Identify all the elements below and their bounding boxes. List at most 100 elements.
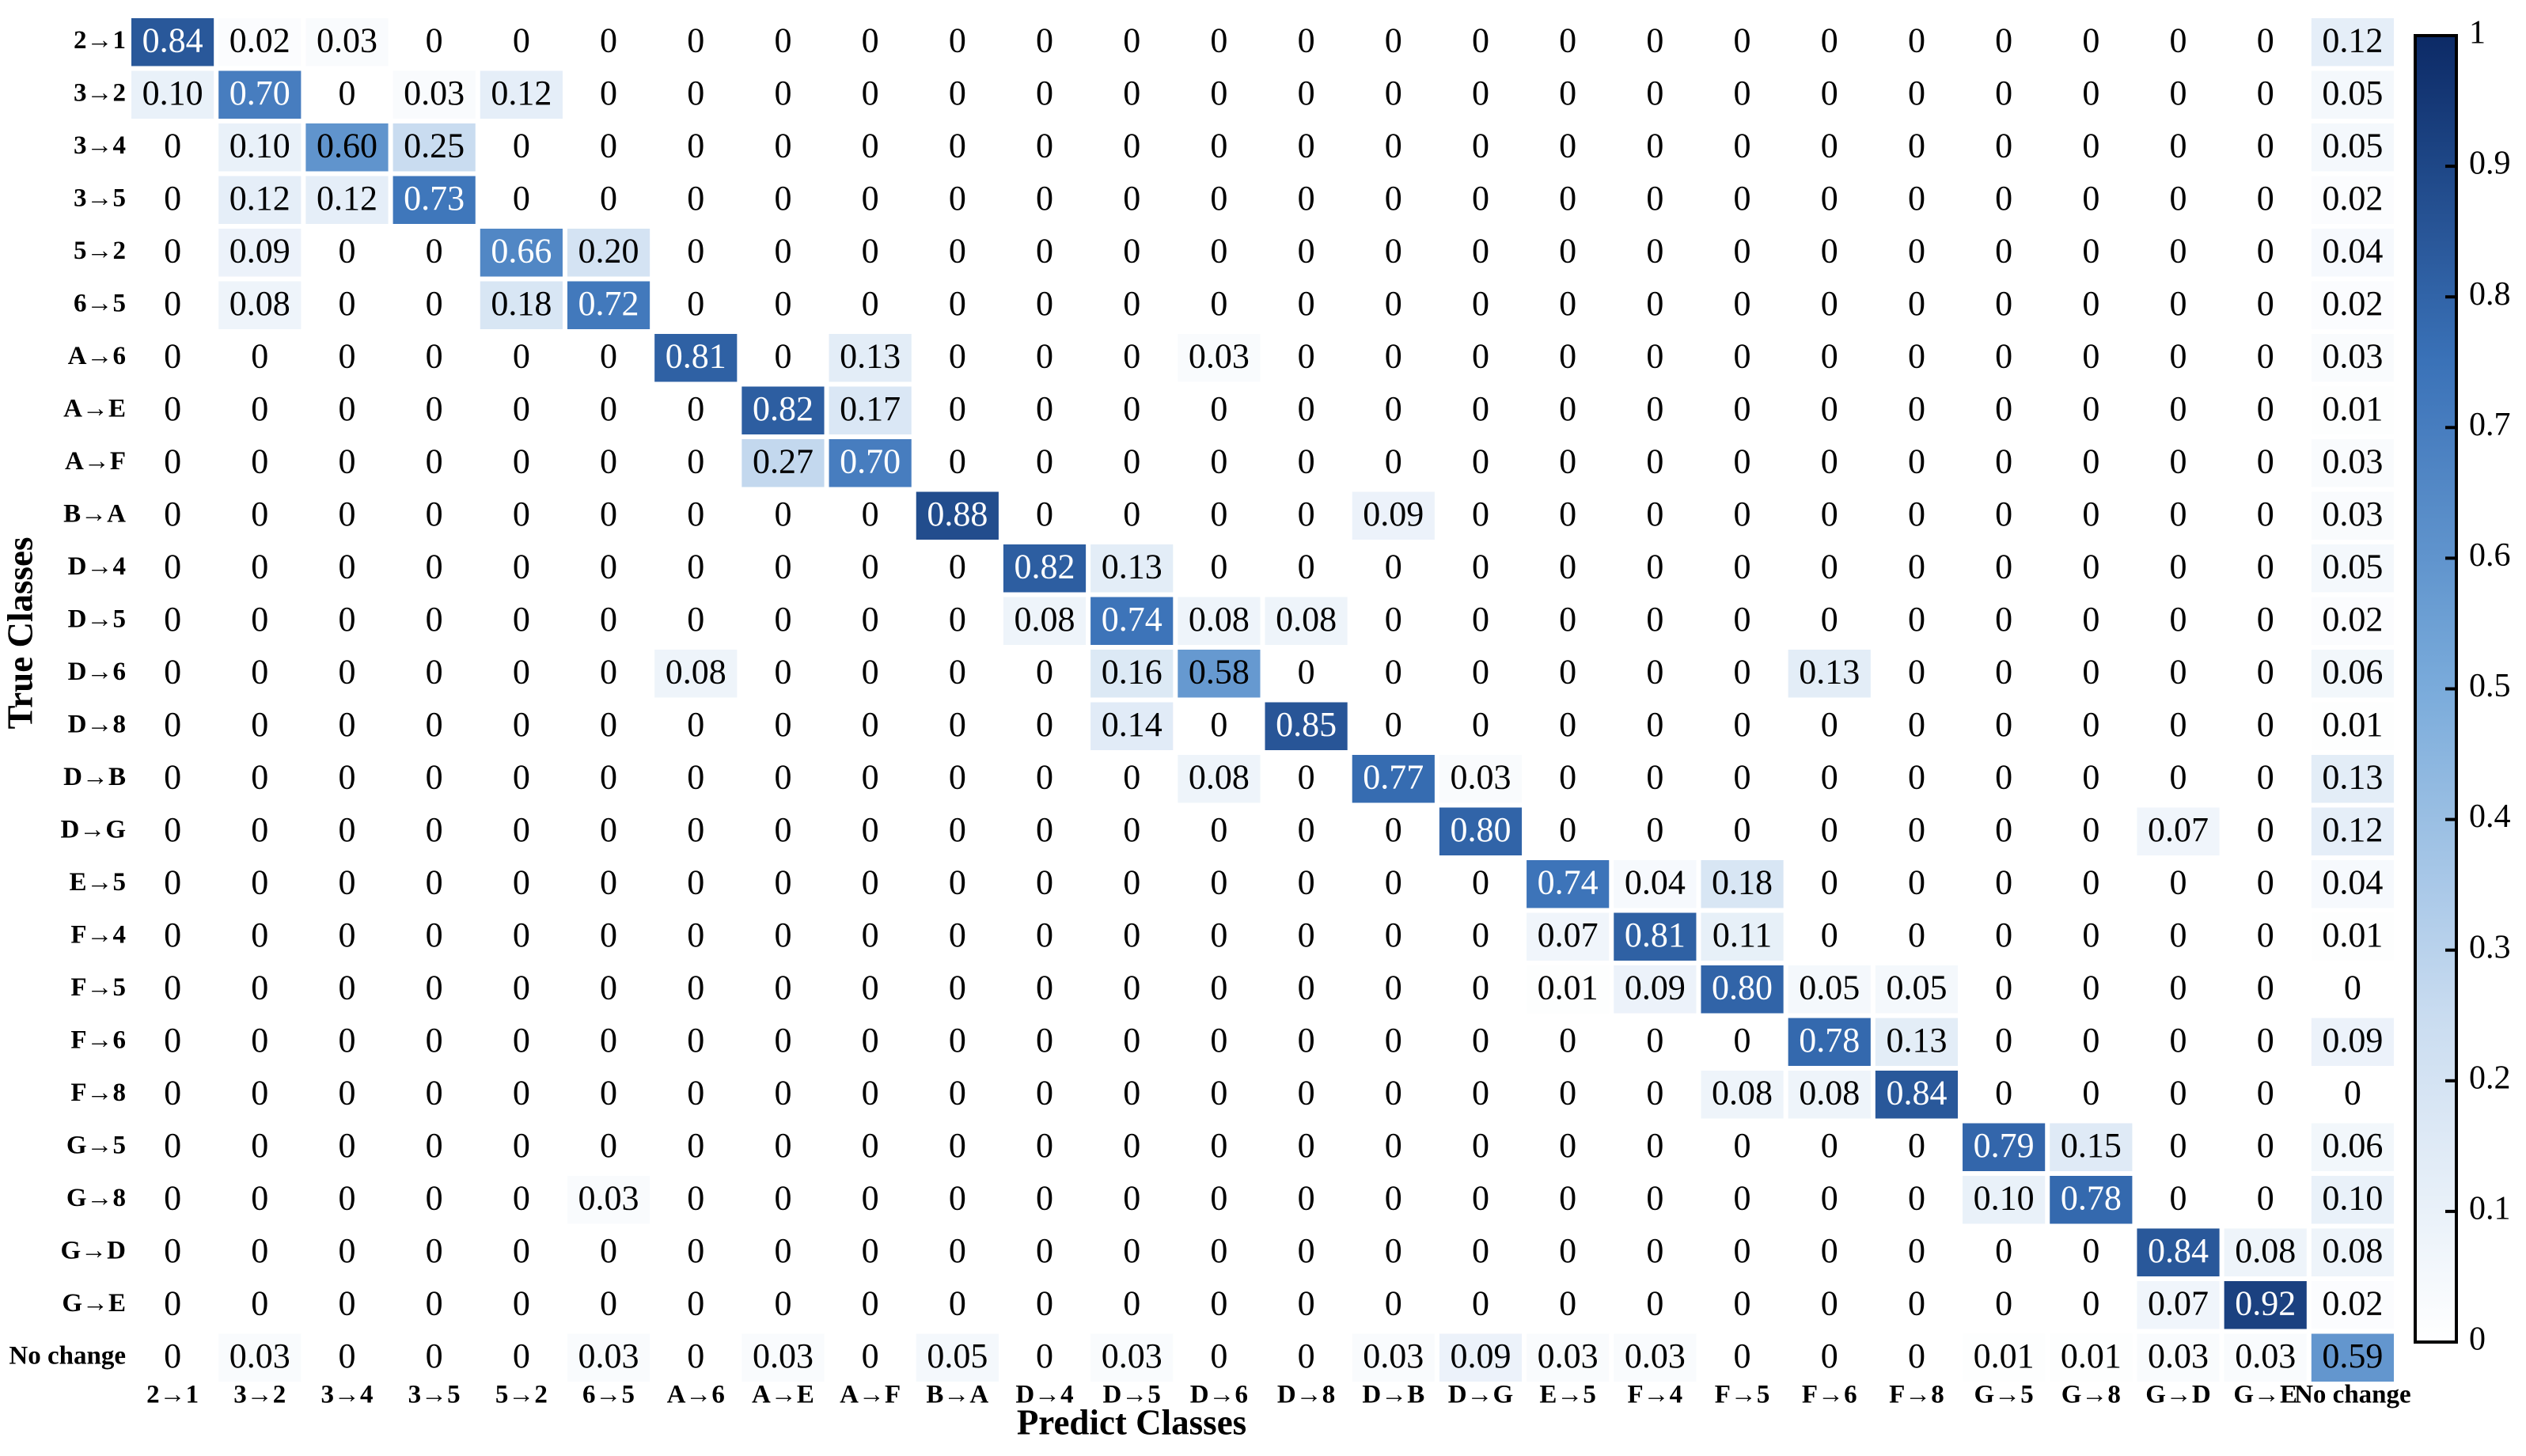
cell (1788, 597, 1871, 645)
cell-value: 0 (1210, 1021, 1227, 1060)
cell (1439, 491, 1523, 540)
cell (2137, 1123, 2220, 1171)
cell (1090, 491, 1174, 540)
cell-value: 0 (949, 547, 966, 586)
cell (1439, 229, 1523, 277)
cell (654, 281, 738, 329)
cell (480, 860, 563, 908)
cell-value: 0 (1559, 21, 1576, 59)
cell-value: 0 (513, 968, 530, 1007)
cell-value: 0 (2082, 916, 2099, 954)
cell-value: 0 (338, 231, 355, 270)
cell-value: 0 (600, 74, 617, 112)
cell (1788, 229, 1871, 277)
cell-value: 0 (2257, 652, 2274, 691)
cell (131, 1071, 214, 1119)
cell (218, 1123, 302, 1171)
cell (1439, 386, 1523, 434)
col-label: D→B (1362, 1381, 1424, 1409)
cell (1439, 702, 1523, 750)
cell-value: 0 (1821, 179, 1838, 218)
cell-value: 0 (1385, 389, 1402, 428)
cell (1090, 123, 1174, 172)
cell-value: 0 (600, 1126, 617, 1165)
cell (1178, 912, 1261, 961)
cell-value: 0 (600, 1021, 617, 1060)
cell-value: 0 (1123, 284, 1140, 323)
cell-value: 0 (164, 547, 181, 586)
cell-value: 0 (949, 810, 966, 849)
row-label: G→D (61, 1236, 127, 1265)
cell-value: 0.03 (1363, 1337, 1424, 1375)
cell-value: 0 (164, 1021, 181, 1060)
cell (393, 70, 476, 119)
cell-value: 0 (1298, 652, 1315, 691)
cell-value: 0 (862, 705, 879, 744)
cell-value: 0 (513, 1231, 530, 1270)
cell-value: 0 (774, 652, 791, 691)
cell (1352, 281, 1435, 329)
cell-value: 0 (862, 74, 879, 112)
cell (1003, 650, 1087, 698)
cell (1439, 70, 1523, 119)
cell (567, 334, 650, 382)
cell (2311, 597, 2394, 645)
cell (393, 334, 476, 382)
cell-value: 0.84 (142, 21, 203, 59)
cell-value: 0 (949, 1073, 966, 1112)
cell-value: 0 (1210, 1178, 1227, 1217)
cell (1701, 650, 1784, 698)
cell (1527, 1123, 1610, 1171)
cell (2050, 1281, 2133, 1329)
cell-value: 0.85 (1276, 705, 1337, 744)
cell-value: 0 (862, 126, 879, 165)
cell-value: 0 (1995, 652, 2012, 691)
cell (1614, 1333, 1697, 1382)
row-label: F→6 (70, 1026, 126, 1054)
cell-value: 0 (600, 547, 617, 586)
cell (1265, 1123, 1348, 1171)
cell (1614, 912, 1697, 961)
cell-value: 0 (251, 810, 268, 849)
cell (1003, 912, 1087, 961)
cell (1614, 18, 1697, 66)
cell (1265, 18, 1348, 66)
cell-value: 0.03 (753, 1337, 814, 1375)
cell (480, 807, 563, 855)
cell (393, 123, 476, 172)
cell-value: 0 (513, 442, 530, 480)
cell (1701, 334, 1784, 382)
cell-value: 0.78 (2061, 1178, 2122, 1217)
cell (2224, 229, 2307, 277)
cell (829, 1281, 912, 1329)
cell (2311, 544, 2394, 593)
cell-value: 0 (1734, 652, 1751, 691)
cell (480, 965, 563, 1014)
cell-value: 0 (1036, 231, 1053, 270)
col-label: A→F (840, 1381, 901, 1409)
cell (1178, 597, 1261, 645)
cell (1963, 912, 2046, 961)
cell (654, 123, 738, 172)
cell-value: 0 (338, 336, 355, 375)
cell-value: 0 (862, 1231, 879, 1270)
cell (1265, 1018, 1348, 1066)
cell (1090, 544, 1174, 593)
cell-value: 0 (426, 21, 443, 59)
cell (741, 1333, 825, 1382)
cell (393, 755, 476, 803)
cell (567, 281, 650, 329)
cell (218, 650, 302, 698)
cell (480, 1018, 563, 1066)
cell (1003, 1018, 1087, 1066)
cell-value: 0 (862, 179, 879, 218)
cell-value: 0 (1646, 495, 1663, 533)
cell-value: 0 (1210, 1073, 1227, 1112)
cell (131, 860, 214, 908)
cell-value: 0 (1821, 231, 1838, 270)
cell-value: 0 (1210, 1231, 1227, 1270)
cell-value: 0 (687, 74, 704, 112)
cell-value: 0 (2257, 284, 2274, 323)
cell (131, 1333, 214, 1382)
cell (654, 1333, 738, 1382)
